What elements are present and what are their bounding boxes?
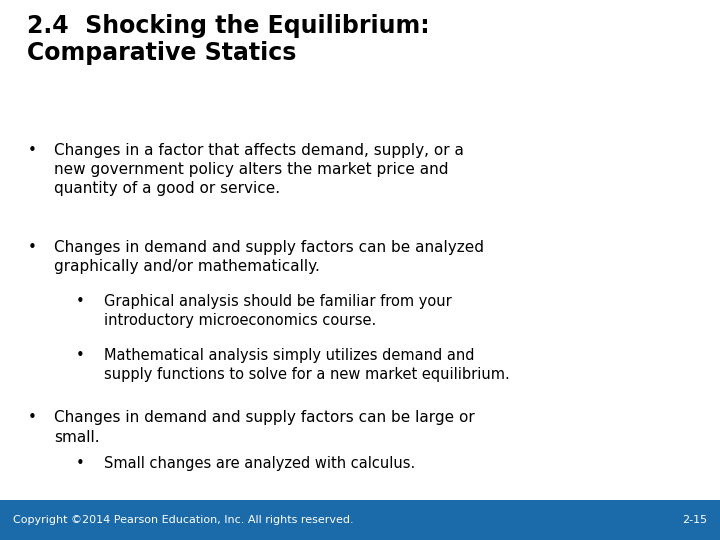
Text: Changes in a factor that affects demand, supply, or a
new government policy alte: Changes in a factor that affects demand,… — [54, 143, 464, 197]
Text: Changes in demand and supply factors can be large or
small.: Changes in demand and supply factors can… — [54, 410, 474, 444]
Text: •: • — [76, 456, 84, 471]
Text: Copyright ©2014 Pearson Education, Inc. All rights reserved.: Copyright ©2014 Pearson Education, Inc. … — [13, 515, 354, 525]
Text: •: • — [27, 143, 36, 158]
Text: •: • — [76, 348, 84, 363]
FancyBboxPatch shape — [0, 500, 720, 540]
Text: 2-15: 2-15 — [682, 515, 707, 525]
Text: •: • — [27, 410, 36, 426]
Text: •: • — [76, 294, 84, 309]
Text: Mathematical analysis simply utilizes demand and
supply functions to solve for a: Mathematical analysis simply utilizes de… — [104, 348, 510, 382]
Text: •: • — [27, 240, 36, 255]
Text: Graphical analysis should be familiar from your
introductory microeconomics cour: Graphical analysis should be familiar fr… — [104, 294, 452, 328]
Text: Small changes are analyzed with calculus.: Small changes are analyzed with calculus… — [104, 456, 415, 471]
Text: Changes in demand and supply factors can be analyzed
graphically and/or mathemat: Changes in demand and supply factors can… — [54, 240, 484, 274]
Text: 2.4  Shocking the Equilibrium:
Comparative Statics: 2.4 Shocking the Equilibrium: Comparativ… — [27, 14, 430, 65]
